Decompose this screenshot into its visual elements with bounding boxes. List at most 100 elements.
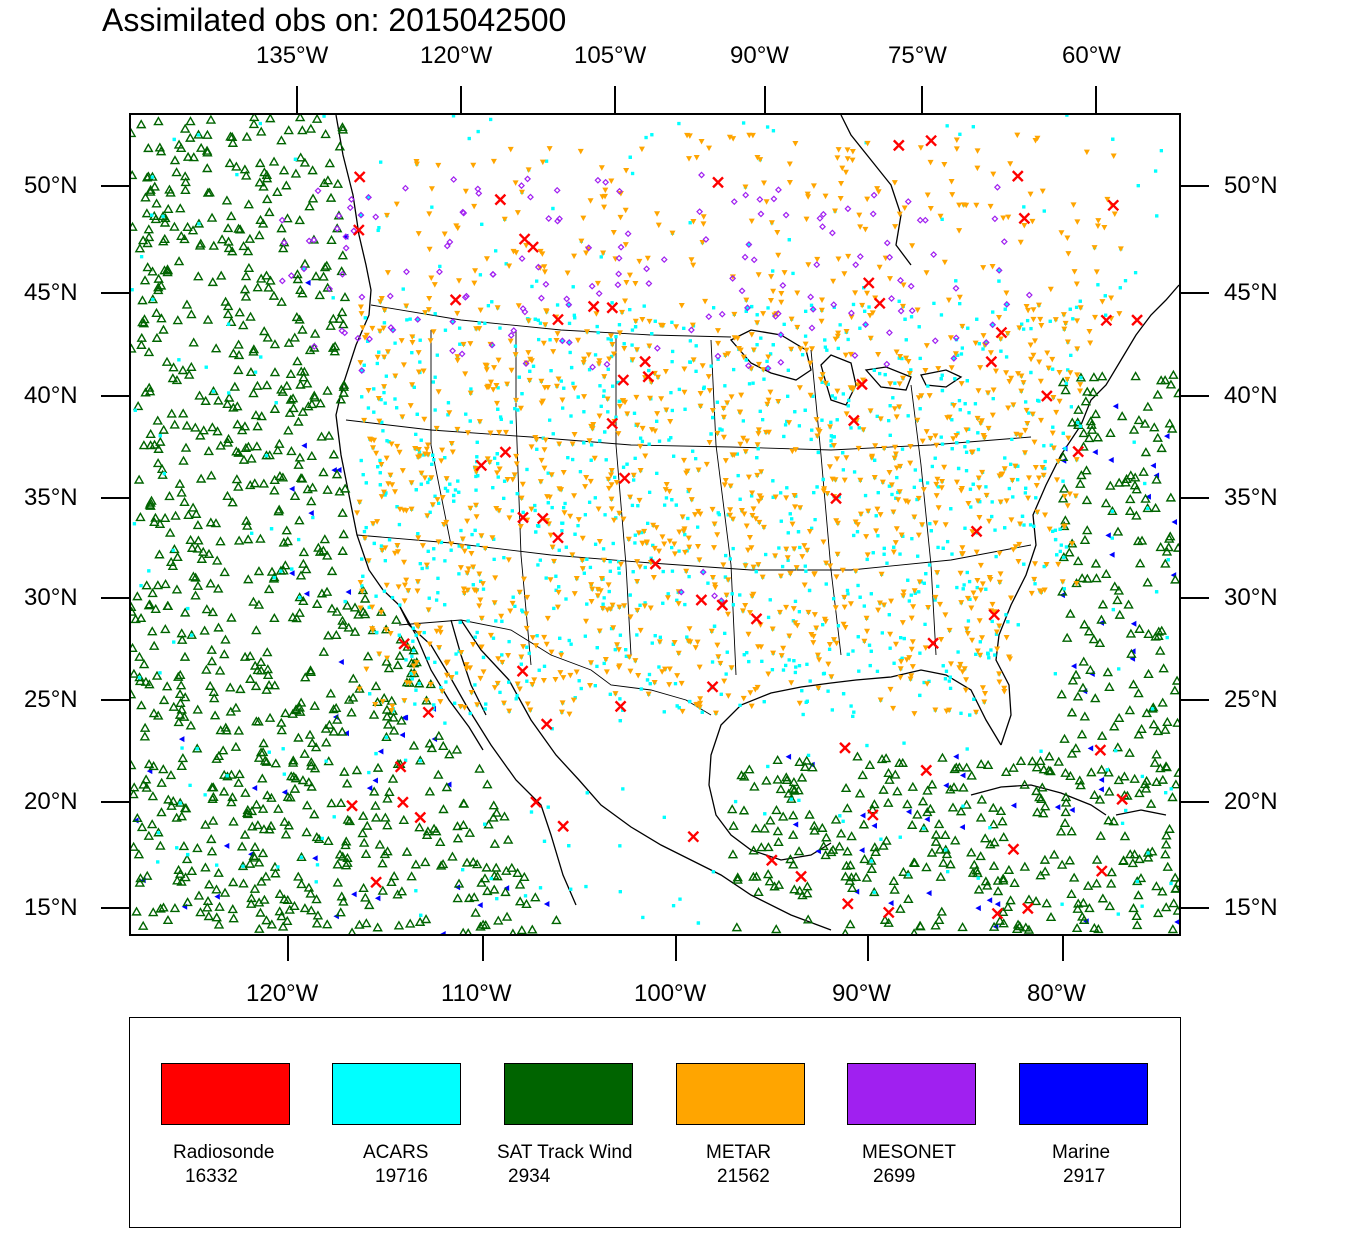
- acars-marker: [324, 759, 328, 763]
- metar-marker: [959, 669, 966, 675]
- acars-marker: [598, 384, 602, 388]
- acars-marker: [491, 636, 496, 640]
- metar-marker: [514, 210, 521, 216]
- sat-track-wind-marker: [1173, 767, 1179, 777]
- acars-marker: [467, 545, 471, 549]
- sat-track-wind-marker: [276, 223, 287, 233]
- acars-marker: [507, 680, 511, 684]
- metar-marker: [791, 546, 798, 552]
- acars-marker: [517, 375, 521, 379]
- metar-marker: [755, 361, 762, 368]
- acars-marker: [948, 675, 952, 679]
- acars-marker: [1051, 425, 1055, 429]
- sat-track-wind-marker: [165, 556, 177, 566]
- sat-track-wind-marker: [262, 332, 273, 342]
- acars-marker: [993, 528, 997, 532]
- acars-marker: [554, 574, 558, 578]
- acars-marker: [849, 704, 853, 708]
- sat-track-wind-marker: [394, 650, 406, 660]
- sat-track-wind-marker: [321, 586, 333, 596]
- acars-marker: [225, 774, 229, 778]
- sat-track-wind-marker: [1088, 634, 1100, 644]
- acars-marker: [954, 279, 958, 283]
- sat-track-wind-marker: [239, 421, 251, 431]
- acars-marker: [147, 569, 151, 573]
- acars-marker: [712, 624, 717, 628]
- sat-track-wind-marker: [380, 812, 391, 822]
- sat-track-wind-marker: [322, 550, 333, 560]
- acars-marker: [936, 545, 940, 550]
- acars-marker: [495, 897, 499, 901]
- sat-track-wind-marker: [192, 704, 203, 714]
- acars-marker: [959, 352, 964, 356]
- pacific-coastline: [335, 115, 577, 906]
- acars-marker: [762, 377, 766, 381]
- acars-marker: [416, 532, 420, 536]
- metar-marker: [507, 608, 514, 614]
- marine-marker: [281, 789, 288, 796]
- sat-track-wind-marker: [1170, 779, 1179, 789]
- metar-marker: [639, 425, 646, 432]
- sat-track-wind-marker: [241, 515, 252, 525]
- acars-marker: [717, 513, 721, 517]
- sat-track-wind-marker: [1173, 388, 1179, 398]
- acars-marker: [613, 647, 618, 652]
- acars-marker: [997, 279, 1001, 283]
- sat-track-wind-marker: [966, 847, 977, 857]
- metar-marker: [605, 485, 612, 492]
- marine-marker: [1098, 776, 1105, 783]
- metar-marker: [715, 654, 722, 660]
- sat-track-wind-marker: [361, 918, 372, 928]
- right-lat-label-25n: 25°N: [1224, 686, 1278, 713]
- sat-track-wind-marker: [922, 785, 933, 795]
- acars-marker: [837, 495, 841, 499]
- sat-track-wind-marker: [253, 897, 265, 907]
- sat-track-wind-marker: [143, 224, 154, 234]
- sat-track-wind-marker: [1156, 625, 1167, 635]
- acars-marker: [1011, 495, 1015, 499]
- left-tick: [101, 185, 129, 187]
- acars-marker: [475, 440, 479, 444]
- left-lat-label-45n: 45°N: [24, 279, 78, 306]
- acars-marker: [633, 456, 637, 460]
- sat-track-wind-marker: [269, 572, 280, 582]
- sat-track-wind-marker: [144, 499, 156, 509]
- acars-marker: [683, 602, 687, 607]
- acars-marker: [359, 458, 363, 463]
- sat-track-wind-marker: [1039, 801, 1051, 811]
- sat-track-wind-marker: [303, 777, 315, 787]
- sat-track-wind-marker: [221, 195, 233, 205]
- metar-marker: [601, 374, 608, 380]
- acars-marker: [448, 482, 452, 486]
- acars-marker: [362, 529, 367, 534]
- acars-marker: [1060, 902, 1064, 906]
- sat-track-wind-marker: [274, 888, 286, 898]
- sat-track-wind-marker: [1038, 808, 1049, 818]
- acars-marker: [293, 157, 298, 161]
- acars-marker: [609, 626, 614, 631]
- acars-marker: [474, 488, 478, 492]
- sat-track-wind-marker: [147, 266, 158, 276]
- sat-track-wind-marker: [842, 928, 849, 934]
- sat-track-wind-marker: [227, 792, 238, 802]
- sat-track-wind-marker: [265, 115, 276, 123]
- acars-marker: [976, 431, 980, 435]
- sat-track-wind-marker: [175, 203, 186, 213]
- acars-marker: [259, 355, 263, 359]
- sat-track-wind-marker: [246, 453, 257, 463]
- metar-marker: [974, 498, 981, 504]
- sat-track-wind-marker: [325, 320, 336, 330]
- sat-track-wind-marker: [147, 907, 159, 917]
- sat-track-wind-marker: [1116, 411, 1128, 421]
- sat-track-wind-marker: [177, 753, 189, 763]
- sat-track-wind-marker: [258, 478, 270, 488]
- acars-marker: [858, 326, 862, 330]
- acars-marker: [430, 462, 434, 467]
- marine-marker: [312, 855, 318, 862]
- acars-marker: [1074, 305, 1079, 310]
- sat-track-wind-marker: [519, 871, 530, 882]
- sat-track-wind-marker: [193, 271, 204, 281]
- acars-marker: [731, 546, 735, 551]
- sat-track-wind-marker: [134, 877, 146, 887]
- sat-track-wind-marker: [380, 624, 392, 634]
